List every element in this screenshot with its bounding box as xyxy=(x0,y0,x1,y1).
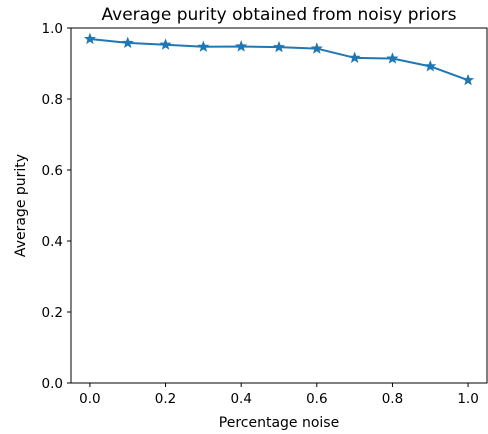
x-tick-label: 0.4 xyxy=(230,391,251,407)
y-tick-label: 0.6 xyxy=(42,163,63,179)
data-point xyxy=(424,60,437,72)
data-point xyxy=(121,36,134,49)
data-point xyxy=(235,40,248,52)
data-point xyxy=(197,40,210,52)
y-tick-label: 1.0 xyxy=(42,21,63,37)
data-point xyxy=(310,42,323,54)
y-tick-label: 0.8 xyxy=(42,92,63,108)
x-tick-label: 0.0 xyxy=(79,391,100,407)
x-tick-label: 0.2 xyxy=(155,391,176,407)
chart-title: Average purity obtained from noisy prior… xyxy=(102,5,457,25)
x-axis-label: Percentage noise xyxy=(219,415,339,431)
data-point xyxy=(159,38,172,50)
y-tick-label: 0.4 xyxy=(42,234,63,250)
plot-area xyxy=(70,27,488,384)
data-point xyxy=(386,52,399,64)
series-layer xyxy=(83,32,475,86)
data-point xyxy=(83,32,96,45)
data-point xyxy=(462,73,475,86)
x-tick-label: 0.8 xyxy=(382,391,403,407)
x-axis-ticks: 0.0 0.2 0.4 0.6 0.8 1.0 xyxy=(79,383,479,407)
x-tick-label: 0.6 xyxy=(306,391,327,407)
data-point xyxy=(348,51,361,63)
x-tick-label: 1.0 xyxy=(457,391,478,407)
y-tick-label: 0.2 xyxy=(42,305,63,321)
data-point xyxy=(272,40,286,53)
y-axis-label: Average purity xyxy=(13,154,29,257)
plot-frame xyxy=(70,27,488,384)
y-tick-label: 0.0 xyxy=(42,376,63,392)
y-axis-ticks: 0.0 0.2 0.4 0.6 0.8 1.0 xyxy=(42,21,71,392)
